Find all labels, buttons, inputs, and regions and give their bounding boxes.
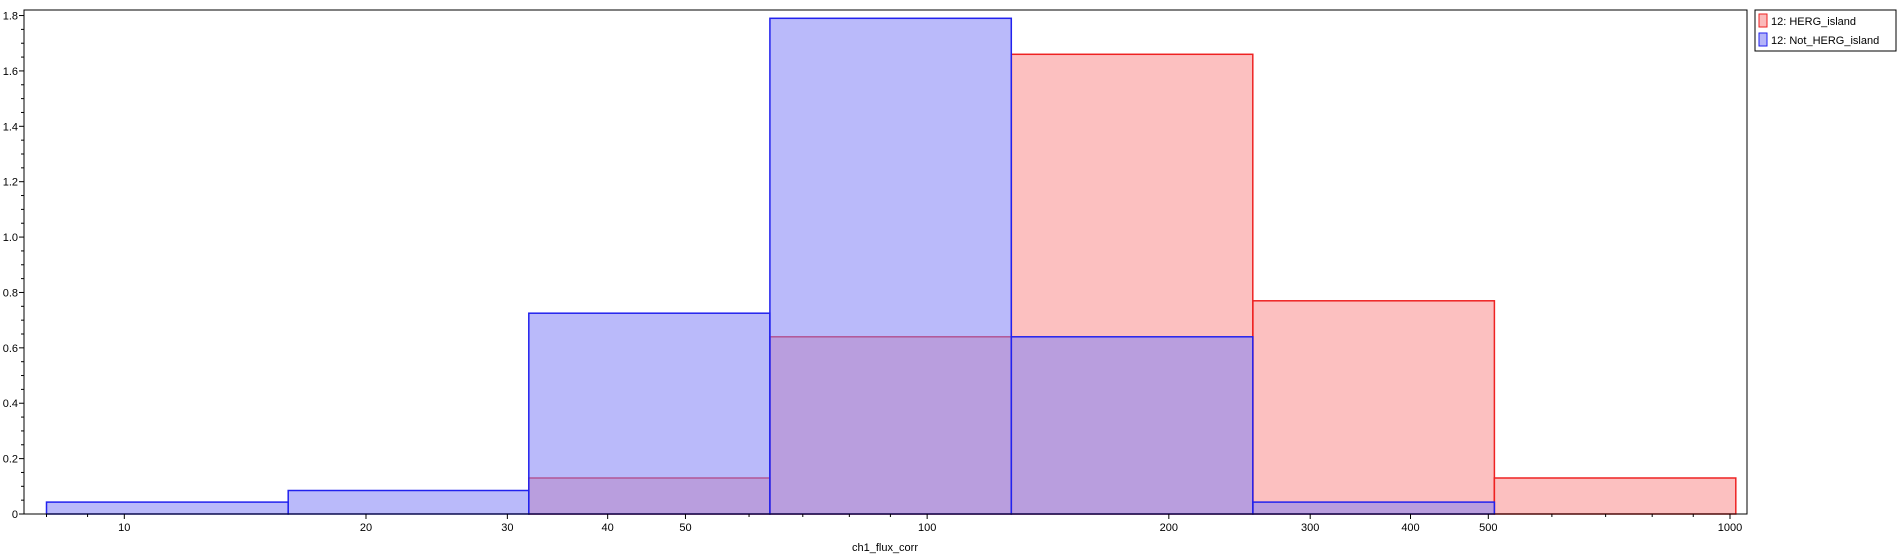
y-tick-label: 0.6 — [3, 343, 18, 355]
bar-series1-bin2 — [528, 312, 771, 515]
y-tick-label: 1.2 — [3, 177, 18, 189]
legend-swatch-herg-island — [1758, 13, 1768, 28]
bar-series1-bin4 — [1010, 336, 1254, 515]
x-tick-label: 500 — [1479, 522, 1497, 534]
bar-series1-bin1 — [287, 489, 530, 515]
y-tick-label: 1.6 — [3, 66, 18, 78]
y-tick-label: 1.4 — [3, 121, 18, 133]
bars-layer — [45, 17, 1737, 515]
x-tick-label: 40 — [602, 522, 614, 534]
y-tick-label: 1.0 — [3, 232, 18, 244]
y-tick-label: 0.4 — [3, 398, 18, 410]
x-tick-label: 400 — [1401, 522, 1419, 534]
bar-series0-bin4 — [1493, 477, 1737, 515]
y-tick-label: 0.8 — [3, 287, 18, 299]
x-tick-label: 50 — [679, 522, 691, 534]
x-tick-label: 300 — [1301, 522, 1319, 534]
plot-frame — [23, 9, 1748, 515]
x-tick-label: 100 — [918, 522, 936, 534]
legend: 12: HERG_island 12: Not_HERG_island — [1754, 9, 1897, 52]
x-tick-label: 1000 — [1718, 522, 1742, 534]
y-tick-label: 0 — [12, 509, 18, 521]
x-tick-label: 30 — [501, 522, 513, 534]
legend-label-not-herg-island: 12: Not_HERG_island — [1771, 35, 1879, 47]
x-axis: 10 20 30 40 50 100 200 300 400 500 1000 — [46, 514, 1742, 534]
bar-series1-bin3 — [769, 17, 1013, 515]
x-tick-label: 200 — [1160, 522, 1178, 534]
bar-series1-bin5 — [1252, 501, 1496, 515]
legend-swatch-not-herg-island — [1758, 32, 1768, 47]
x-axis-label: ch1_flux_corr — [852, 542, 918, 554]
x-tick-label: 20 — [360, 522, 372, 534]
y-tick-label: 1.8 — [3, 11, 18, 23]
x-tick-label: 10 — [118, 522, 130, 534]
y-tick-label: 0.2 — [3, 454, 18, 466]
y-axis: 0 0.2 0.4 0.6 0.8 1.0 1.2 1.4 1.6 1.8 — [3, 11, 24, 521]
bar-series0-bin3 — [1252, 300, 1496, 515]
legend-box — [1754, 9, 1897, 52]
legend-label-herg-island: 12: HERG_island — [1771, 16, 1856, 28]
bar-series1-bin0 — [45, 501, 289, 515]
